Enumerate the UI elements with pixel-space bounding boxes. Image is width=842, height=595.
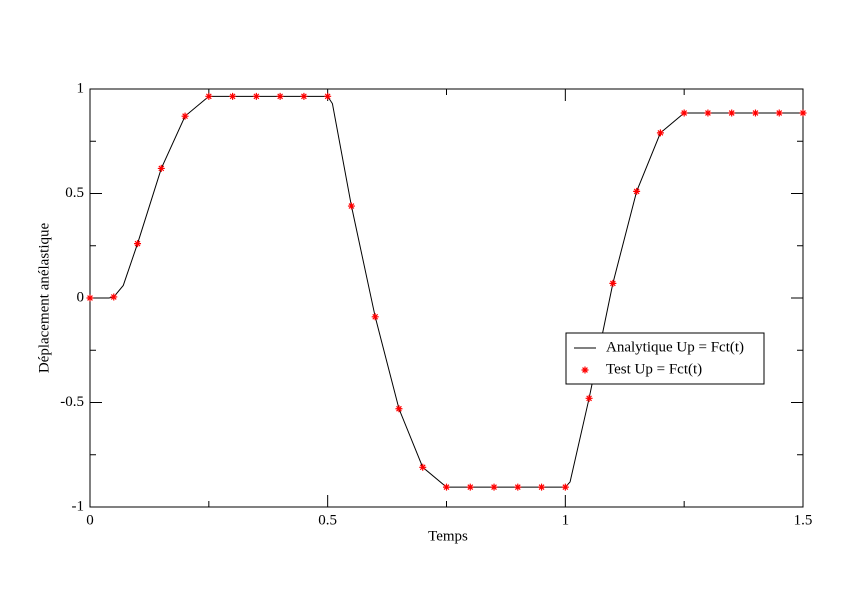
point (419, 463, 427, 471)
legend-label: Test Up = Fct(t) (606, 361, 702, 377)
y-tick-label: 0.5 (65, 185, 84, 201)
point (728, 109, 736, 117)
point (538, 483, 546, 491)
point (561, 483, 569, 491)
point (300, 92, 308, 100)
point (680, 109, 688, 117)
point (110, 293, 118, 301)
y-tick-label: 0 (77, 289, 85, 305)
x-axis-label: Temps (428, 528, 468, 544)
plot-frame (89, 88, 804, 508)
point (751, 109, 759, 117)
point (443, 483, 450, 491)
x-tick-label: 1 (562, 512, 570, 528)
x-tick-label: 0 (86, 512, 94, 528)
point (205, 92, 213, 100)
y-tick-label: -1 (72, 498, 85, 514)
point (276, 92, 284, 100)
point (134, 240, 142, 248)
legend-box (565, 332, 765, 385)
point (252, 92, 260, 100)
point (324, 92, 332, 100)
line (90, 95, 803, 488)
point (181, 112, 189, 120)
point (466, 483, 474, 491)
x-tick-label: 0.5 (318, 512, 337, 528)
legend-swatch (581, 366, 589, 374)
point (656, 129, 664, 137)
point (609, 279, 617, 287)
point (86, 294, 94, 302)
point (157, 164, 165, 172)
point (704, 109, 712, 117)
y-axis-label: Déplacement anélastique (36, 222, 52, 373)
legend-label: Analytique Up = Fct(t) (606, 339, 744, 355)
point (585, 394, 593, 402)
point (799, 109, 807, 117)
point (371, 313, 379, 321)
point (395, 405, 403, 413)
point (775, 109, 783, 117)
point (633, 187, 641, 195)
y-tick-label: -0.5 (60, 394, 84, 410)
point (347, 202, 355, 210)
y-tick-label: 1 (77, 80, 85, 96)
point (229, 92, 237, 100)
x-tick-label: 1.5 (794, 512, 813, 528)
point (514, 483, 522, 491)
point (490, 483, 498, 491)
